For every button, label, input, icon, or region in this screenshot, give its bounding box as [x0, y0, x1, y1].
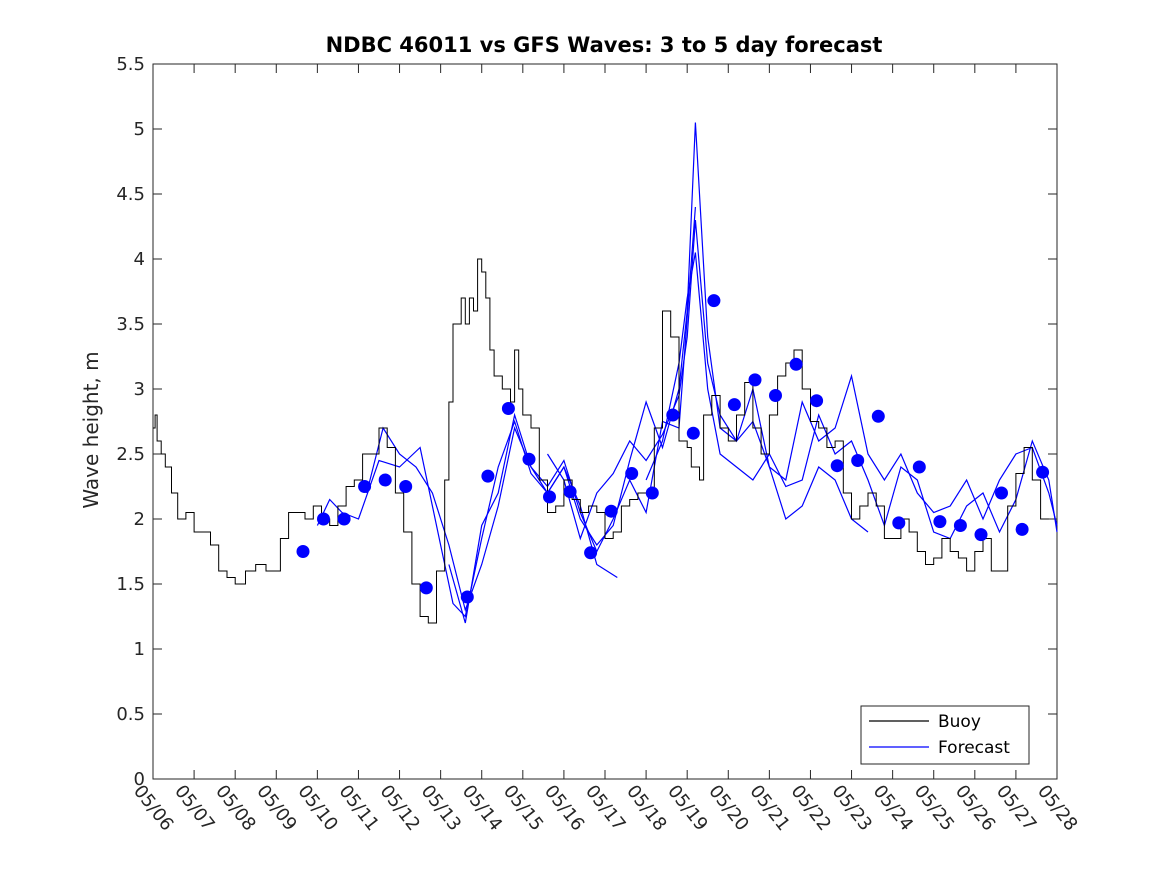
- y-tick-label: 2.5: [116, 444, 145, 465]
- forecast-marker: [933, 515, 947, 529]
- forecast-marker: [378, 473, 392, 487]
- x-tick-label: 05/28: [1033, 781, 1081, 835]
- x-tick-label: 05/20: [704, 781, 752, 835]
- forecast-line-2: [366, 206, 696, 613]
- forecast-marker: [317, 512, 330, 526]
- forecast-marker: [871, 409, 885, 423]
- forecast-line-1: [316, 419, 618, 618]
- forecast-marker: [727, 398, 741, 412]
- x-tick-label: 05/24: [869, 781, 917, 835]
- forecast-marker: [666, 408, 680, 422]
- y-tick-label: 1: [134, 639, 145, 660]
- forecast-marker: [1036, 465, 1050, 479]
- legend-label-buoy: Buoy: [938, 712, 981, 732]
- forecast-marker: [543, 490, 556, 504]
- x-tick-label: 05/18: [622, 781, 670, 835]
- forecast-marker: [501, 402, 515, 415]
- y-tick-label: 0.5: [116, 704, 145, 725]
- x-tick-label: 05/12: [376, 781, 424, 835]
- legend: Buoy Forecast: [860, 705, 1030, 765]
- y-tick-label: 4: [134, 249, 145, 270]
- forecast-marker: [296, 545, 310, 558]
- forecast-marker: [399, 480, 413, 493]
- y-tick-label: 4.5: [116, 184, 145, 205]
- x-tick-label: 05/25: [910, 781, 958, 835]
- forecast-marker: [769, 389, 782, 402]
- y-tick-label: 3.5: [116, 314, 145, 335]
- forecast-marker: [830, 459, 844, 473]
- forecast-marker: [810, 394, 824, 408]
- x-tick-label: 05/22: [787, 781, 835, 835]
- legend-label-forecast: Forecast: [938, 738, 1010, 758]
- forecast-marker: [419, 581, 433, 595]
- legend-box: [860, 705, 1030, 765]
- x-tick-label: 05/26: [951, 781, 999, 835]
- x-tick-label: 05/19: [663, 781, 711, 835]
- forecast-marker: [604, 504, 618, 518]
- forecast-marker: [953, 519, 967, 532]
- x-tick-label: 05/23: [828, 781, 876, 835]
- buoy-line: [153, 258, 1049, 624]
- x-tick-label: 05/11: [335, 781, 383, 835]
- x-tick-label: 05/16: [540, 781, 588, 835]
- forecast-marker: [974, 528, 988, 542]
- y-tick-label: 3: [134, 379, 145, 400]
- forecast-marker: [337, 512, 351, 526]
- y-tick-label: 2: [134, 509, 145, 530]
- x-tick-label: 05/21: [745, 781, 793, 835]
- x-tick-label: 05/13: [417, 781, 465, 835]
- forecast-marker: [584, 546, 598, 560]
- forecast-marker: [522, 452, 536, 466]
- forecast-marker: [707, 294, 721, 308]
- plot-area: [152, 63, 1058, 780]
- forecast-marker: [645, 486, 659, 500]
- x-tick-label: 05/07: [170, 781, 218, 835]
- forecast-line-3: [448, 122, 869, 624]
- x-tick-label: 05/27: [992, 781, 1040, 835]
- forecast-marker: [851, 454, 865, 467]
- y-tick-label: 0: [134, 769, 145, 790]
- forecast-marker: [358, 480, 372, 493]
- x-tick-label: 05/14: [458, 781, 506, 835]
- forecast-marker: [460, 590, 474, 604]
- x-tick-label: 05/17: [581, 781, 629, 835]
- forecast-marker: [748, 373, 762, 387]
- x-tick-label: 05/10: [293, 781, 341, 835]
- forecast-marker: [789, 357, 803, 371]
- y-axis-label: Wave height, m: [79, 351, 103, 508]
- x-tick-label: 05/08: [211, 781, 259, 835]
- forecast-marker: [625, 467, 639, 480]
- y-tick-label: 1.5: [116, 574, 145, 595]
- y-tick-label: 5.5: [116, 54, 145, 75]
- chart-title: NDBC 46011 vs GFS Waves: 3 to 5 day fore…: [326, 33, 883, 57]
- forecast-marker: [481, 469, 495, 483]
- x-tick-label: 05/15: [499, 781, 547, 835]
- forecast-marker: [1015, 522, 1029, 536]
- forecast-marker: [563, 485, 577, 499]
- forecast-marker: [686, 426, 700, 440]
- forecast-marker: [892, 516, 906, 530]
- forecast-marker: [995, 486, 1008, 500]
- forecast-marker: [912, 460, 926, 474]
- x-tick-label: 05/09: [252, 781, 300, 835]
- y-tick-label: 5: [134, 119, 145, 140]
- x-tick-label: 05/06: [129, 781, 177, 835]
